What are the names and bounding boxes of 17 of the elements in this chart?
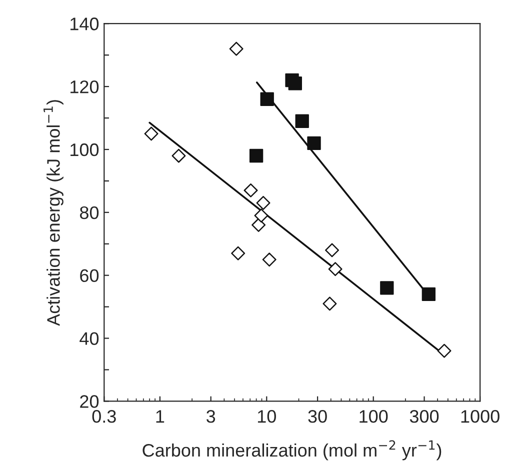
- x-tick-label: 10: [258, 410, 276, 423]
- y-axis-title: Activation energy (kJ mol$^{−1}$): [44, 100, 64, 326]
- x-tick-label: 100: [360, 410, 388, 423]
- x-axis-title: Carbon mineralization (mol m$^{−2}$ yr$^{−1}$): [142, 440, 442, 460]
- y-tick-label: 40: [80, 332, 99, 345]
- x-tick-label: 1000: [461, 410, 500, 423]
- y-tick-label: 20: [80, 395, 99, 408]
- y-tick-label: 140: [70, 18, 99, 30]
- x-tick-label: 0.3: [92, 410, 116, 423]
- y-tick-label: 80: [80, 206, 99, 220]
- x-tick-label: 1: [156, 410, 164, 423]
- x-tick-label: 300: [410, 410, 439, 423]
- y-tick-label: 60: [80, 269, 99, 282]
- y-tick-label: 100: [70, 143, 99, 156]
- x-tick-label: 3: [206, 410, 216, 423]
- x-tick-label: 30: [308, 410, 327, 423]
- y-tick-label: 120: [70, 80, 99, 94]
